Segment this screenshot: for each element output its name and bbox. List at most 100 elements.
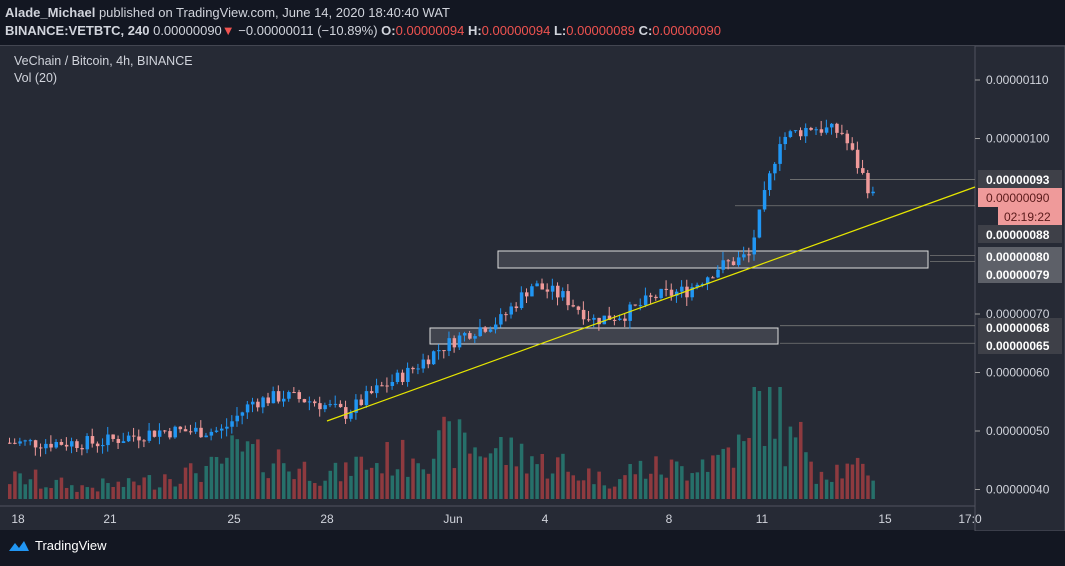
author[interactable]: Alade_Michael (5, 5, 96, 20)
volume-bar (173, 486, 177, 499)
volume-bar (204, 465, 208, 499)
volume-bar (452, 468, 457, 499)
volume-bar (354, 456, 358, 499)
candle (602, 315, 607, 325)
c-label: C: (638, 23, 653, 38)
volume-bar (168, 479, 172, 499)
candle (307, 401, 312, 403)
o-label: O: (381, 23, 396, 38)
volume-bar (323, 480, 327, 499)
candle (8, 442, 12, 444)
volume-bar (793, 437, 798, 499)
tradingview-logo[interactable]: TradingView (8, 538, 107, 553)
candle (757, 209, 762, 238)
time-tick-label: 15 (878, 512, 892, 526)
candle (778, 144, 782, 164)
candle (618, 318, 622, 320)
volume-bar (871, 480, 875, 499)
volume-bar (457, 419, 462, 499)
volume-bar (483, 457, 488, 499)
volume-bar (726, 447, 731, 499)
volume-bar (142, 477, 146, 499)
candle (28, 440, 33, 442)
countdown-bg (998, 207, 1062, 225)
volume-bar (23, 484, 28, 499)
volume-bar (344, 462, 348, 499)
candle (390, 382, 395, 386)
candle (188, 431, 193, 433)
candle (411, 367, 415, 370)
candle (866, 172, 870, 194)
candle (292, 392, 296, 394)
volume-bar (214, 457, 219, 499)
symbol: BINANCE:VETBTC, 240 (5, 23, 150, 38)
level-label-bg (978, 318, 1062, 336)
level-label-bg (978, 247, 1062, 265)
volume-bar (49, 488, 53, 499)
volume-bar (85, 487, 90, 499)
candle (354, 399, 358, 413)
candle (695, 284, 700, 288)
chart-area[interactable]: 0.00000110 0.00000100 0.00000070 0.00000060… (0, 45, 1065, 531)
volume-bar (814, 483, 819, 499)
candle (266, 397, 270, 404)
candle (499, 314, 503, 325)
candle (669, 289, 674, 296)
volume-bar (380, 473, 384, 499)
candle (344, 407, 348, 419)
volume-bar (282, 463, 286, 499)
volume-bar (297, 468, 302, 499)
volume-bar (64, 487, 69, 499)
volume-bar (618, 479, 622, 499)
volume-bar (390, 475, 395, 499)
volume-bar (654, 456, 658, 499)
candle (178, 426, 183, 430)
candle (747, 254, 751, 256)
candle (90, 436, 95, 444)
candle (871, 191, 875, 194)
time-tick-label: Jun (443, 512, 462, 526)
volume-bar (261, 472, 265, 499)
l-label: L: (553, 23, 567, 38)
level-label-bg (978, 265, 1062, 283)
candle (819, 129, 824, 133)
candle (504, 314, 508, 316)
volume-bar (514, 466, 519, 499)
price-tick-label: 0.00000100 (986, 132, 1050, 146)
volume-bar (478, 456, 482, 499)
volume-bar (178, 483, 183, 499)
candle (452, 338, 457, 348)
volume-bar (468, 453, 472, 499)
candle (493, 324, 498, 330)
time-tick-label: 21 (103, 512, 117, 526)
candle (95, 443, 100, 447)
volume-bar (830, 481, 834, 499)
candle (442, 350, 446, 352)
volume-bar (328, 470, 333, 499)
candle (571, 305, 576, 307)
candle (54, 442, 59, 448)
candle (556, 285, 560, 298)
chart-canvas[interactable]: 0.00000110 0.00000100 0.00000070 0.00000060… (0, 46, 1065, 531)
close: 0.00000090 (652, 23, 721, 38)
candle (824, 127, 829, 133)
volume-bar (628, 464, 632, 499)
candle (793, 130, 798, 132)
volume-bar (385, 442, 389, 499)
candle (18, 441, 22, 444)
candle (116, 438, 121, 443)
volume-bar (809, 461, 813, 499)
volume-bar (576, 480, 581, 499)
volume-bar (256, 439, 260, 499)
volume-bar (230, 435, 234, 499)
candle (721, 260, 725, 270)
level-label: 0.00000088 (986, 228, 1050, 242)
price-tick-label: 0.00000050 (986, 424, 1050, 438)
candle (597, 317, 601, 325)
candle (359, 399, 364, 406)
candle (773, 163, 777, 174)
candle (736, 257, 741, 266)
volume-bar (664, 477, 669, 499)
candle (855, 149, 860, 169)
volume-bar (525, 473, 529, 499)
